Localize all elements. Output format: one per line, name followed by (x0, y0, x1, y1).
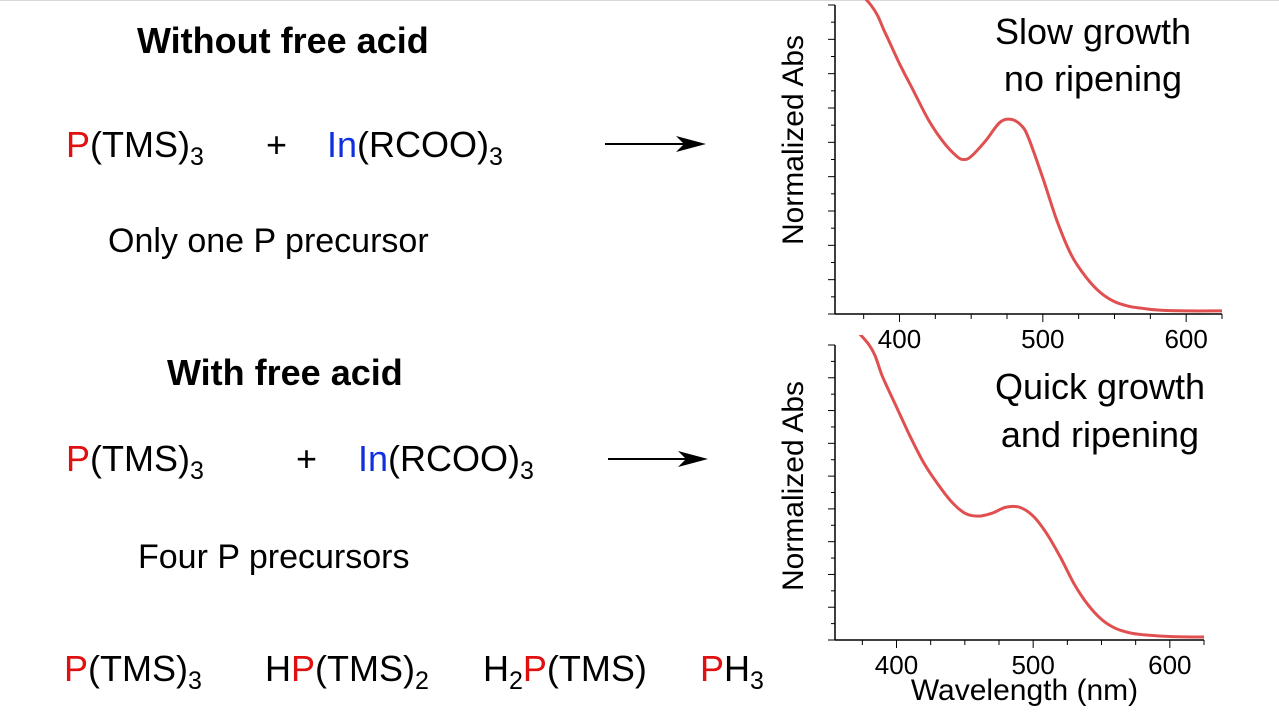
x-tick-label: 400 (878, 324, 921, 354)
precursor-item: P(TMS)3 (64, 648, 202, 695)
indium-symbol: In (327, 124, 358, 165)
plus-sign: + (266, 124, 288, 165)
chart-annotation: no ripening (1004, 58, 1182, 99)
chart-annotation: and ripening (1001, 414, 1199, 455)
absorbance-curve (858, 335, 1205, 639)
reaction-arrow-bottom (608, 451, 708, 467)
without-acid-note: Only one P precursor (108, 222, 429, 260)
without-acid-heading: Without free acid (137, 20, 429, 61)
without-acid-in-reagent: In(RCOO)3 (327, 124, 503, 170)
x-tick-label: 400 (875, 650, 918, 680)
without-acid-p-reagent: P(TMS)3 (66, 124, 204, 170)
reagent-rest: (TMS) (90, 124, 190, 165)
y-axis-title: Normalized Abs (777, 35, 810, 245)
phosphorus-symbol: P (700, 648, 725, 689)
chart-0: 400 500 600 Normalized Abs Slow growth no rip… (777, 0, 1223, 354)
reagent-rest: (TMS) (90, 438, 190, 479)
chart-annotation: Slow growth (995, 11, 1191, 52)
absorbance-curve (864, 0, 1223, 313)
y-axis-title: Normalized Abs (777, 381, 810, 591)
phosphorus-symbol: P (66, 438, 91, 479)
chart-annotation: Quick growth (995, 366, 1205, 407)
reagent-rest: (RCOO) (357, 124, 490, 165)
indium-symbol: In (358, 438, 389, 479)
with-acid-p-reagent: P(TMS)3 (66, 438, 204, 484)
reagent-subscript: 3 (189, 143, 204, 171)
phosphorus-symbol: P (66, 124, 91, 165)
precursor-item: HP(TMS)2 (265, 648, 429, 695)
x-tick-label: 500 (1011, 650, 1054, 680)
reagent-subscript: 3 (189, 457, 204, 485)
x-tick-label: 500 (1021, 324, 1064, 354)
top-divider (0, 0, 1279, 1)
precursor-item: H2P(TMS) (483, 648, 647, 695)
phosphorus-symbol: P (522, 648, 547, 689)
reagent-subscript: 3 (520, 457, 534, 485)
phosphorus-symbol: P (291, 648, 316, 689)
x-tick-label: 600 (1148, 650, 1191, 680)
precursor-item: PH3 (700, 648, 764, 695)
reagent-subscript: 3 (489, 143, 503, 171)
with-acid-in-reagent: In(RCOO)3 (358, 438, 534, 484)
chart-1: 400 500 600 Normalized Abs Wavelength (nm) Qu… (777, 335, 1205, 707)
reagent-rest: (RCOO) (388, 438, 521, 479)
x-axis-title: Wavelength (nm) (911, 674, 1138, 707)
reaction-arrow-top (605, 136, 706, 152)
with-acid-heading: With free acid (167, 352, 403, 393)
absorbance-charts: 400 500 600 Normalized Abs Slow growth no rip… (777, 0, 1223, 707)
x-tick-label: 600 (1164, 324, 1207, 354)
with-acid-note: Four P precursors (138, 538, 410, 576)
phosphorus-symbol: P (64, 648, 89, 689)
plus-sign: + (296, 438, 318, 479)
